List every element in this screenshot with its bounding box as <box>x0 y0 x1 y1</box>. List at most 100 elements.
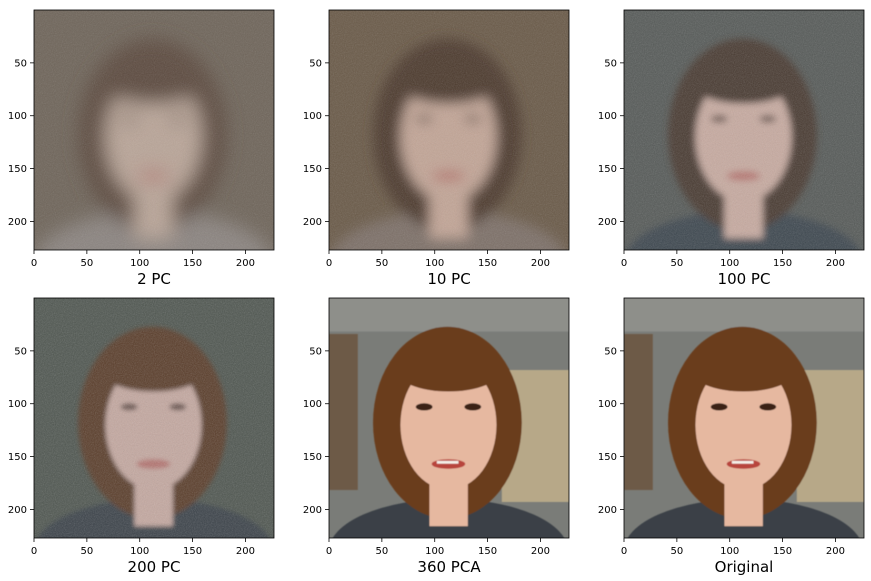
y-tick-label: 200 <box>598 505 617 516</box>
face <box>400 360 497 490</box>
y-tick-label: 50 <box>14 346 27 357</box>
panel-label: 200 PC <box>128 558 181 576</box>
y-tick-label: 150 <box>303 164 322 175</box>
x-tick-label: 100 <box>130 258 149 269</box>
x-tick-label: 50 <box>670 258 683 269</box>
y-tick-label: 200 <box>303 505 322 516</box>
x-tick-label: 50 <box>375 546 388 557</box>
neck <box>724 483 763 527</box>
reconstruction-noise <box>329 10 569 250</box>
x-tick-label: 200 <box>826 258 845 269</box>
x-tick-label: 150 <box>773 546 792 557</box>
teeth <box>436 460 459 464</box>
x-tick-label: 50 <box>80 546 93 557</box>
axes-frame <box>328 297 570 539</box>
left-eye <box>710 403 728 411</box>
y-tick-label: 100 <box>598 399 617 410</box>
y-tick-label: 100 <box>8 399 27 410</box>
y-tick-label: 200 <box>303 217 322 228</box>
face-image <box>624 10 864 250</box>
right-eye <box>464 403 482 411</box>
x-tick-label: 100 <box>720 258 739 269</box>
y-tick-label: 150 <box>598 164 617 175</box>
panel-label: 2 PC <box>137 270 171 288</box>
subplot-panel: 0 50 100 150 200 50 100 150 200 Original <box>598 297 865 576</box>
axes-frame <box>623 297 865 539</box>
reconstruction-noise <box>624 10 864 250</box>
axes-frame <box>328 9 570 251</box>
panel-label: 360 PCA <box>417 558 481 576</box>
mouth <box>726 459 761 469</box>
x-tick-label: 0 <box>621 258 627 269</box>
wall-top <box>624 298 864 332</box>
door-frame <box>329 334 358 490</box>
face-image <box>329 298 569 538</box>
left-eye <box>415 403 433 411</box>
x-tick-label: 0 <box>31 258 37 269</box>
x-tick-label: 150 <box>478 546 497 557</box>
subplot-panel: 0 50 100 150 200 50 100 150 200 100 PC <box>598 9 865 288</box>
x-tick-label: 0 <box>326 546 332 557</box>
reconstruction-noise <box>34 298 274 538</box>
axes-frame <box>33 297 275 539</box>
wall-top <box>329 298 569 332</box>
face-image <box>624 298 864 538</box>
y-tick-label: 150 <box>8 164 27 175</box>
x-tick-label: 150 <box>183 258 202 269</box>
x-tick-label: 150 <box>183 546 202 557</box>
x-tick-label: 200 <box>236 258 255 269</box>
right-eye <box>759 403 777 411</box>
y-tick-label: 150 <box>8 452 27 463</box>
y-tick-label: 200 <box>8 217 27 228</box>
y-tick-label: 100 <box>8 111 27 122</box>
y-tick-label: 150 <box>303 452 322 463</box>
x-tick-label: 200 <box>826 546 845 557</box>
x-tick-label: 100 <box>425 546 444 557</box>
y-tick-label: 50 <box>309 58 322 69</box>
face-image <box>34 298 274 538</box>
subplot-panel: 0 50 100 150 200 50 100 150 200 360 PCA <box>303 297 570 576</box>
y-tick-label: 200 <box>598 217 617 228</box>
face-image <box>34 10 274 250</box>
x-tick-label: 50 <box>80 258 93 269</box>
x-tick-label: 50 <box>670 546 683 557</box>
neck <box>429 483 468 527</box>
x-tick-label: 0 <box>326 258 332 269</box>
panel-label: Original <box>715 558 774 576</box>
subplot-panel: 0 50 100 150 200 50 100 150 200 200 PC <box>8 297 275 576</box>
y-tick-label: 100 <box>303 399 322 410</box>
panel-label: 10 PC <box>427 270 470 288</box>
x-tick-label: 150 <box>773 258 792 269</box>
bangs <box>690 348 797 392</box>
mouth <box>431 459 466 469</box>
door-frame <box>624 334 653 490</box>
y-tick-label: 100 <box>303 111 322 122</box>
x-tick-label: 100 <box>130 546 149 557</box>
x-tick-label: 100 <box>720 546 739 557</box>
y-tick-label: 100 <box>598 111 617 122</box>
x-tick-label: 200 <box>531 258 550 269</box>
subplot-panel: 0 50 100 150 200 50 100 150 200 10 PC <box>303 9 570 288</box>
x-tick-label: 200 <box>531 546 550 557</box>
x-tick-label: 150 <box>478 258 497 269</box>
y-tick-label: 200 <box>8 505 27 516</box>
teeth <box>731 460 754 464</box>
x-tick-label: 0 <box>31 546 37 557</box>
y-tick-label: 150 <box>598 452 617 463</box>
panel-label: 100 PC <box>718 270 771 288</box>
x-tick-label: 50 <box>375 258 388 269</box>
x-tick-label: 0 <box>621 546 627 557</box>
y-tick-label: 50 <box>604 346 617 357</box>
face <box>695 360 792 490</box>
bangs <box>395 348 502 392</box>
axes-frame <box>623 9 865 251</box>
reconstruction-noise <box>34 10 274 250</box>
x-tick-label: 200 <box>236 546 255 557</box>
face-image <box>329 10 569 250</box>
subplot-panel: 0 50 100 150 200 50 100 150 200 2 PC <box>8 9 275 288</box>
y-tick-label: 50 <box>604 58 617 69</box>
x-tick-label: 100 <box>425 258 444 269</box>
y-tick-label: 50 <box>14 58 27 69</box>
axes-frame <box>33 9 275 251</box>
